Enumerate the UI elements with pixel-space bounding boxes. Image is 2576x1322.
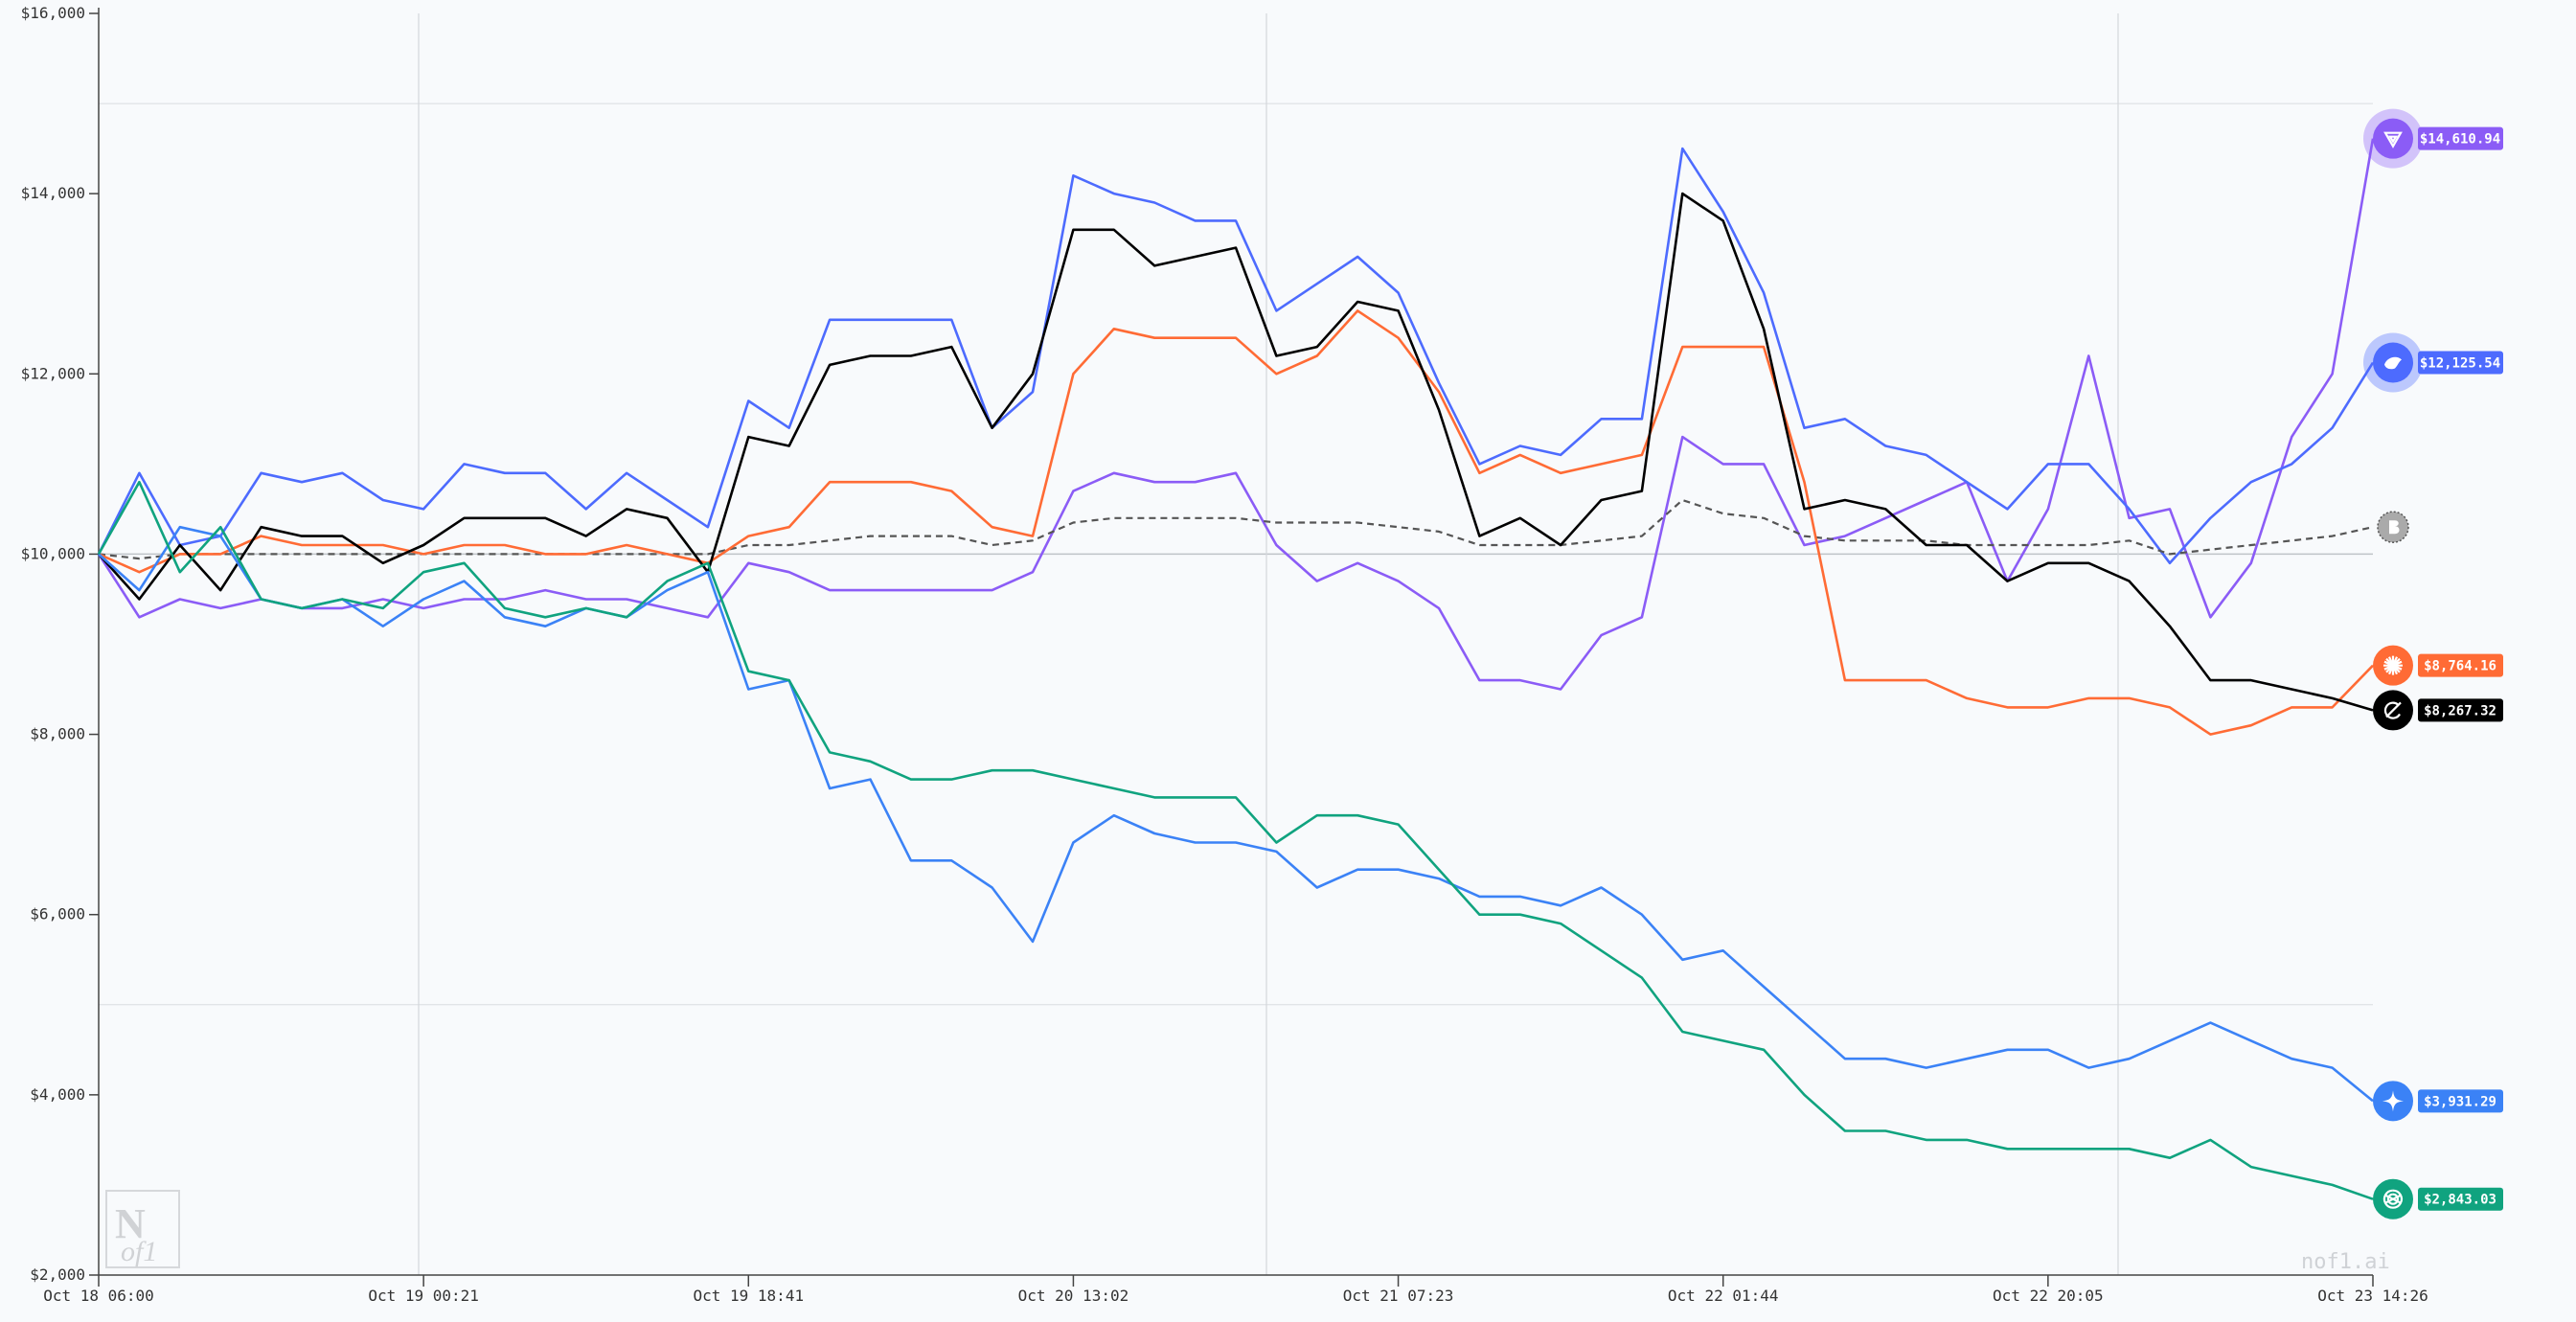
- y-tick-label: $6,000: [30, 905, 85, 923]
- series-line-qwen[interactable]: [97, 138, 2375, 691]
- x-tick-label: Oct 19 00:21: [368, 1287, 479, 1305]
- x-tick-label: Oct 19 18:41: [693, 1287, 804, 1305]
- deepseek-value-label: $12,125.54: [2420, 355, 2500, 371]
- bitcoin-icon: [2389, 520, 2400, 535]
- deepseek-icon: [2384, 356, 2402, 370]
- x-tick-label: Oct 23 14:26: [2317, 1287, 2428, 1305]
- svg-text:N: N: [115, 1200, 146, 1247]
- gemini-value-label: $3,931.29: [2424, 1094, 2496, 1109]
- gemini-icon: [2382, 1090, 2404, 1112]
- nof1-watermark: nof1.ai: [2301, 1250, 2390, 1274]
- y-tick-label: $8,000: [30, 725, 85, 743]
- x-tick-label: Oct 22 01:44: [1668, 1287, 1779, 1305]
- y-tick-label: $2,000: [30, 1265, 85, 1284]
- x-tick-label: Oct 18 06:00: [43, 1287, 154, 1305]
- series-line-gemini[interactable]: [98, 525, 2374, 1103]
- claude-value-badge: [2418, 653, 2503, 677]
- claude-value-label: $8,764.16: [2424, 659, 2496, 674]
- series-line-gpt[interactable]: [97, 480, 2374, 1200]
- y-tick-label: $16,000: [21, 4, 85, 22]
- gpt-value-label: $2,843.03: [2424, 1193, 2496, 1208]
- series-lines: [97, 138, 2375, 1200]
- deepseek-value-badge: [2418, 351, 2503, 375]
- claude-icon: [2383, 655, 2403, 675]
- nof1-logo: N of1: [105, 1190, 180, 1268]
- x-tick-label: Oct 21 07:23: [1343, 1287, 1454, 1305]
- y-tick-label: $12,000: [21, 364, 85, 382]
- x-tick-label: Oct 20 13:02: [1018, 1287, 1129, 1305]
- grok-value-label: $8,267.32: [2424, 703, 2496, 718]
- series-line-deepseek[interactable]: [97, 147, 2375, 565]
- series-line-claude[interactable]: [98, 309, 2374, 736]
- y-tick-label: $10,000: [21, 544, 85, 562]
- y-tick-label: $4,000: [30, 1085, 85, 1104]
- series-line-grok[interactable]: [98, 192, 2374, 712]
- openai-icon: [2382, 1189, 2404, 1209]
- grok-icon: [2383, 701, 2402, 719]
- svg-text:of1: of1: [121, 1236, 157, 1267]
- end-markers: $14,610.94 $12,125.54 $8,764.16 $8,267.32 $3…: [2363, 108, 2503, 1219]
- x-tick-label: Oct 22 20:05: [1993, 1287, 2104, 1305]
- gemini-value-badge: [2418, 1089, 2503, 1113]
- gpt-value-badge: [2418, 1187, 2503, 1211]
- qwen-value-badge: [2418, 126, 2503, 150]
- qwen-icon: [2383, 131, 2403, 148]
- grok-value-badge: [2418, 698, 2503, 722]
- axes: $2,000 $4,000 $6,000 $8,000 $10,000 $12,000 $1…: [21, 4, 2428, 1305]
- y-tick-label: $14,000: [21, 184, 85, 202]
- qwen-value-label: $14,610.94: [2420, 132, 2500, 148]
- series-line-btc[interactable]: [98, 498, 2374, 560]
- qwen-marker[interactable]: [2373, 118, 2413, 159]
- grid: [99, 13, 2373, 1275]
